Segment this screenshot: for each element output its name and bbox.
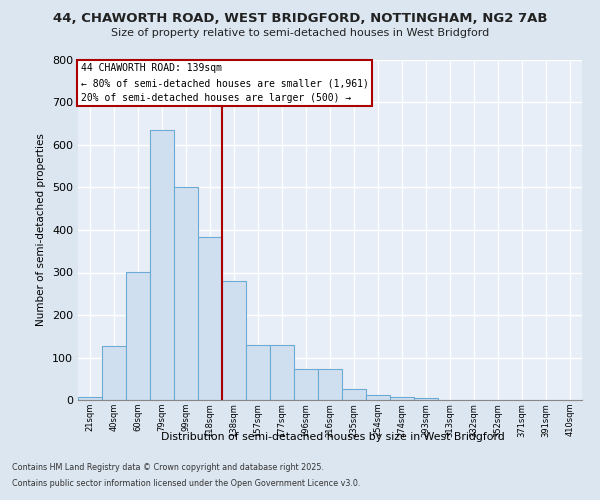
- Text: Contains HM Land Registry data © Crown copyright and database right 2025.: Contains HM Land Registry data © Crown c…: [12, 464, 324, 472]
- Bar: [126, 272, 150, 400]
- Text: 44 CHAWORTH ROAD: 139sqm
← 80% of semi-detached houses are smaller (1,961)
20% o: 44 CHAWORTH ROAD: 139sqm ← 80% of semi-d…: [80, 64, 368, 103]
- Bar: [294, 370, 318, 400]
- Bar: [366, 395, 390, 400]
- Bar: [174, 186, 198, 400]
- Bar: [318, 370, 342, 400]
- Bar: [342, 390, 366, 400]
- Bar: [414, 398, 438, 400]
- Text: Contains public sector information licensed under the Open Government Licence v3: Contains public sector information licen…: [12, 478, 361, 488]
- Bar: [270, 345, 294, 400]
- Bar: [222, 281, 246, 400]
- Text: Size of property relative to semi-detached houses in West Bridgford: Size of property relative to semi-detach…: [111, 28, 489, 38]
- Bar: [102, 346, 126, 400]
- Text: Distribution of semi-detached houses by size in West Bridgford: Distribution of semi-detached houses by …: [161, 432, 505, 442]
- Bar: [198, 237, 222, 400]
- Bar: [150, 130, 174, 400]
- Text: 44, CHAWORTH ROAD, WEST BRIDGFORD, NOTTINGHAM, NG2 7AB: 44, CHAWORTH ROAD, WEST BRIDGFORD, NOTTI…: [53, 12, 547, 26]
- Y-axis label: Number of semi-detached properties: Number of semi-detached properties: [37, 134, 46, 326]
- Bar: [246, 345, 270, 400]
- Bar: [390, 396, 414, 400]
- Bar: [78, 396, 102, 400]
